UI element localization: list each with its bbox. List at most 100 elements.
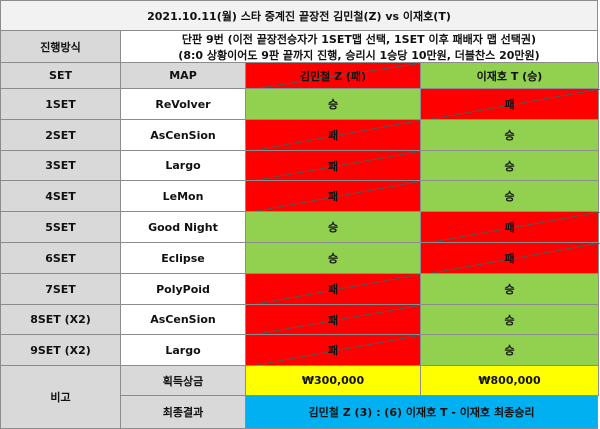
- cell-text: 승: [504, 313, 515, 327]
- result-cell: 패: [420, 242, 600, 275]
- map-name: ReVolver: [120, 88, 246, 120]
- cell-text: 승: [327, 221, 339, 234]
- diagonal-line: [246, 305, 422, 336]
- diagonal-line: [246, 335, 422, 367]
- cell-text: 승: [504, 190, 515, 203]
- method-text: 단판 9번 (이전 끝장전승자가 1SET맵 선택, 1SET 이후 패배자 맵…: [120, 30, 598, 63]
- diagonal-line: [246, 181, 422, 213]
- cell-text: 4SET: [45, 189, 76, 203]
- set-label: 6SET: [0, 242, 121, 274]
- cell-text: ₩800,000: [478, 374, 541, 387]
- diagonal-line: [246, 274, 422, 306]
- diagonal-line: [421, 243, 600, 275]
- header-player: 김민철 Z (패): [245, 62, 422, 90]
- cell-text: 9SET (X2): [30, 343, 91, 357]
- cell-text: 패: [327, 313, 339, 327]
- header-set: SET: [0, 62, 121, 89]
- cell-text: 김민철 Z (패): [299, 69, 367, 83]
- cell-text: 비고: [50, 391, 71, 404]
- cell-text: Largo: [165, 343, 201, 357]
- prize: ₩800,000: [420, 365, 599, 396]
- result-cell: 승: [420, 180, 599, 212]
- set-label: 9SET (X2): [0, 334, 121, 366]
- result-cell: 승: [245, 88, 421, 120]
- map-name: LeMon: [120, 180, 246, 212]
- final-result: 김민철 Z (3) : (6) 이재호 T - 이재호 최종승리: [245, 395, 598, 429]
- cell-text: 패: [504, 221, 515, 234]
- result-cell: 패: [245, 150, 422, 182]
- cell-text: Largo: [165, 159, 201, 172]
- cell-text: 2SET: [45, 128, 76, 142]
- cell-text: 승: [504, 129, 515, 142]
- cell-text: AsCenSion: [150, 128, 216, 142]
- cell-text: 6SET: [45, 251, 76, 265]
- prize: ₩300,000: [245, 365, 421, 396]
- diagonal-line: [421, 212, 600, 244]
- cell-text: 1SET: [45, 97, 76, 111]
- cell-text: 김민철 Z (3) : (6) 이재호 T - 이재호 최종승리: [308, 406, 535, 419]
- result-cell: 승: [420, 304, 599, 335]
- set-label: 4SET: [0, 180, 121, 212]
- cell-text: 2021.10.11(월) 스타 중계진 끝장전 김민철(Z) vs 이재호(T…: [147, 9, 451, 23]
- cell-text: 패: [327, 159, 339, 173]
- cell-text: AsCenSion: [150, 313, 216, 326]
- result-cell: 승: [245, 211, 421, 243]
- cell-text: SET: [49, 69, 72, 82]
- map-name: Eclipse: [120, 242, 246, 274]
- cell-text: Good Night: [148, 220, 218, 234]
- cell-text: 패: [327, 283, 339, 296]
- cell-text: 승: [327, 98, 339, 111]
- cell-text: 7SET: [45, 282, 76, 296]
- result-cell: 패: [245, 180, 422, 213]
- result-cell: 패: [245, 119, 422, 152]
- result-label: 최종결과: [120, 395, 246, 429]
- result-cell: 승: [420, 119, 599, 151]
- map-name: PolyPoid: [120, 273, 246, 305]
- map-name: AsCenSion: [120, 119, 246, 151]
- cell-text: ₩300,000: [301, 374, 365, 387]
- diagonal-line: [246, 151, 422, 182]
- set-label: 1SET: [0, 88, 121, 120]
- cell-text: 단판 9번 (이전 끝장전승자가 1SET맵 선택, 1SET 이후 패배자 맵…: [181, 32, 537, 46]
- cell-text: 패: [327, 190, 339, 203]
- result-cell: 패: [420, 211, 600, 244]
- result-cell: 승: [420, 334, 599, 366]
- diagonal-line: [421, 89, 600, 121]
- cell-text: 승: [504, 344, 515, 357]
- diagonal-line: [246, 63, 422, 90]
- map-name: AsCenSion: [120, 304, 246, 335]
- cell-text: (8:0 상황이어도 9판 끝까지 진행, 승리시 1승당 10만원, 더블찬스…: [178, 48, 540, 62]
- cell-text: 승: [504, 283, 515, 296]
- result-cell: 패: [245, 334, 422, 367]
- cell-text: Eclipse: [161, 251, 205, 265]
- cell-text: 패: [327, 129, 339, 142]
- set-label: 5SET: [0, 211, 121, 243]
- result-cell: 패: [420, 88, 600, 121]
- diagonal-line: [246, 120, 422, 152]
- header-player: 이재호 T (승): [420, 62, 599, 89]
- set-label: 8SET (X2): [0, 304, 121, 335]
- prize-label: 획득상금: [120, 365, 246, 396]
- header-map: MAP: [120, 62, 246, 89]
- cell-text: 패: [504, 98, 515, 111]
- cell-text: 획득상금: [162, 374, 204, 388]
- result-cell: 승: [420, 273, 599, 305]
- map-name: Good Night: [120, 211, 246, 243]
- cell-text: 패: [327, 344, 339, 357]
- set-label: 7SET: [0, 273, 121, 305]
- title: 2021.10.11(월) 스타 중계진 끝장전 김민철(Z) vs 이재호(T…: [0, 0, 598, 31]
- result-cell: 패: [245, 304, 422, 336]
- cell-text: 5SET: [45, 220, 76, 234]
- cell-text: 3SET: [45, 159, 76, 172]
- remarks-label: 비고: [0, 365, 121, 429]
- method-label: 진행방식: [0, 30, 121, 63]
- map-name: Largo: [120, 334, 246, 366]
- result-cell: 패: [245, 273, 422, 306]
- map-name: Largo: [120, 150, 246, 181]
- cell-text: 8SET (X2): [30, 313, 91, 326]
- set-label: 2SET: [0, 119, 121, 151]
- cell-text: 이재호 T (승): [476, 69, 543, 83]
- result-cell: 승: [245, 242, 421, 274]
- cell-text: 승: [504, 159, 515, 173]
